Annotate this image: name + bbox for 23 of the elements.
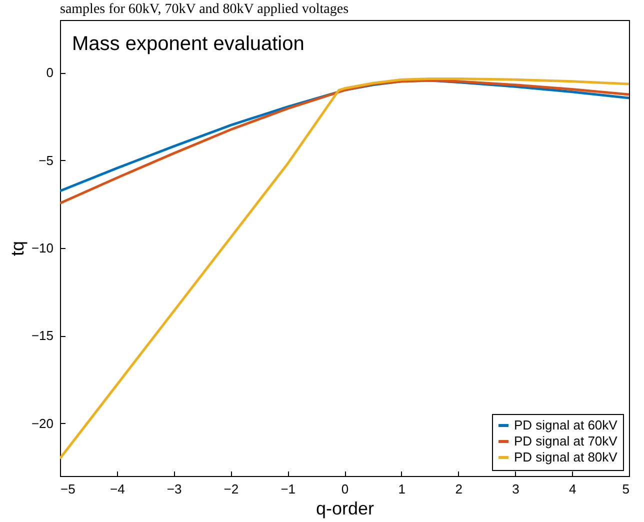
x-tick-label: 5 <box>622 482 630 496</box>
x-tick-label: −4 <box>110 482 125 496</box>
x-tick-label: 1 <box>398 482 406 496</box>
x-tick-label: 0 <box>341 482 349 496</box>
x-tick-label: −5 <box>60 482 76 496</box>
chart-title: samples for 60kV, 70kV and 80kV applied voltages <box>60 2 349 17</box>
legend-label: PD signal at 70kV <box>514 434 618 448</box>
x-tick-label: −2 <box>224 482 239 496</box>
legend-label: PD signal at 60kV <box>514 418 618 432</box>
x-tick-label: 3 <box>512 482 520 496</box>
y-tick-label: 0 <box>46 65 54 80</box>
y-tick-label: −5 <box>38 152 54 168</box>
x-axis-title: q-order <box>316 498 374 518</box>
x-tick-label: 4 <box>568 482 576 496</box>
annotation: Mass exponent evaluation <box>72 33 304 55</box>
y-axis-title: tq <box>7 240 28 256</box>
x-tick-label: 2 <box>455 482 462 496</box>
x-tick-label: −1 <box>280 482 296 496</box>
y-tick-label: −10 <box>31 240 54 256</box>
y-tick-label: −15 <box>31 328 54 344</box>
x-tick-label: −3 <box>166 482 182 496</box>
y-tick-label: −20 <box>31 416 54 431</box>
legend-label: PD signal at 80kV <box>514 450 618 464</box>
